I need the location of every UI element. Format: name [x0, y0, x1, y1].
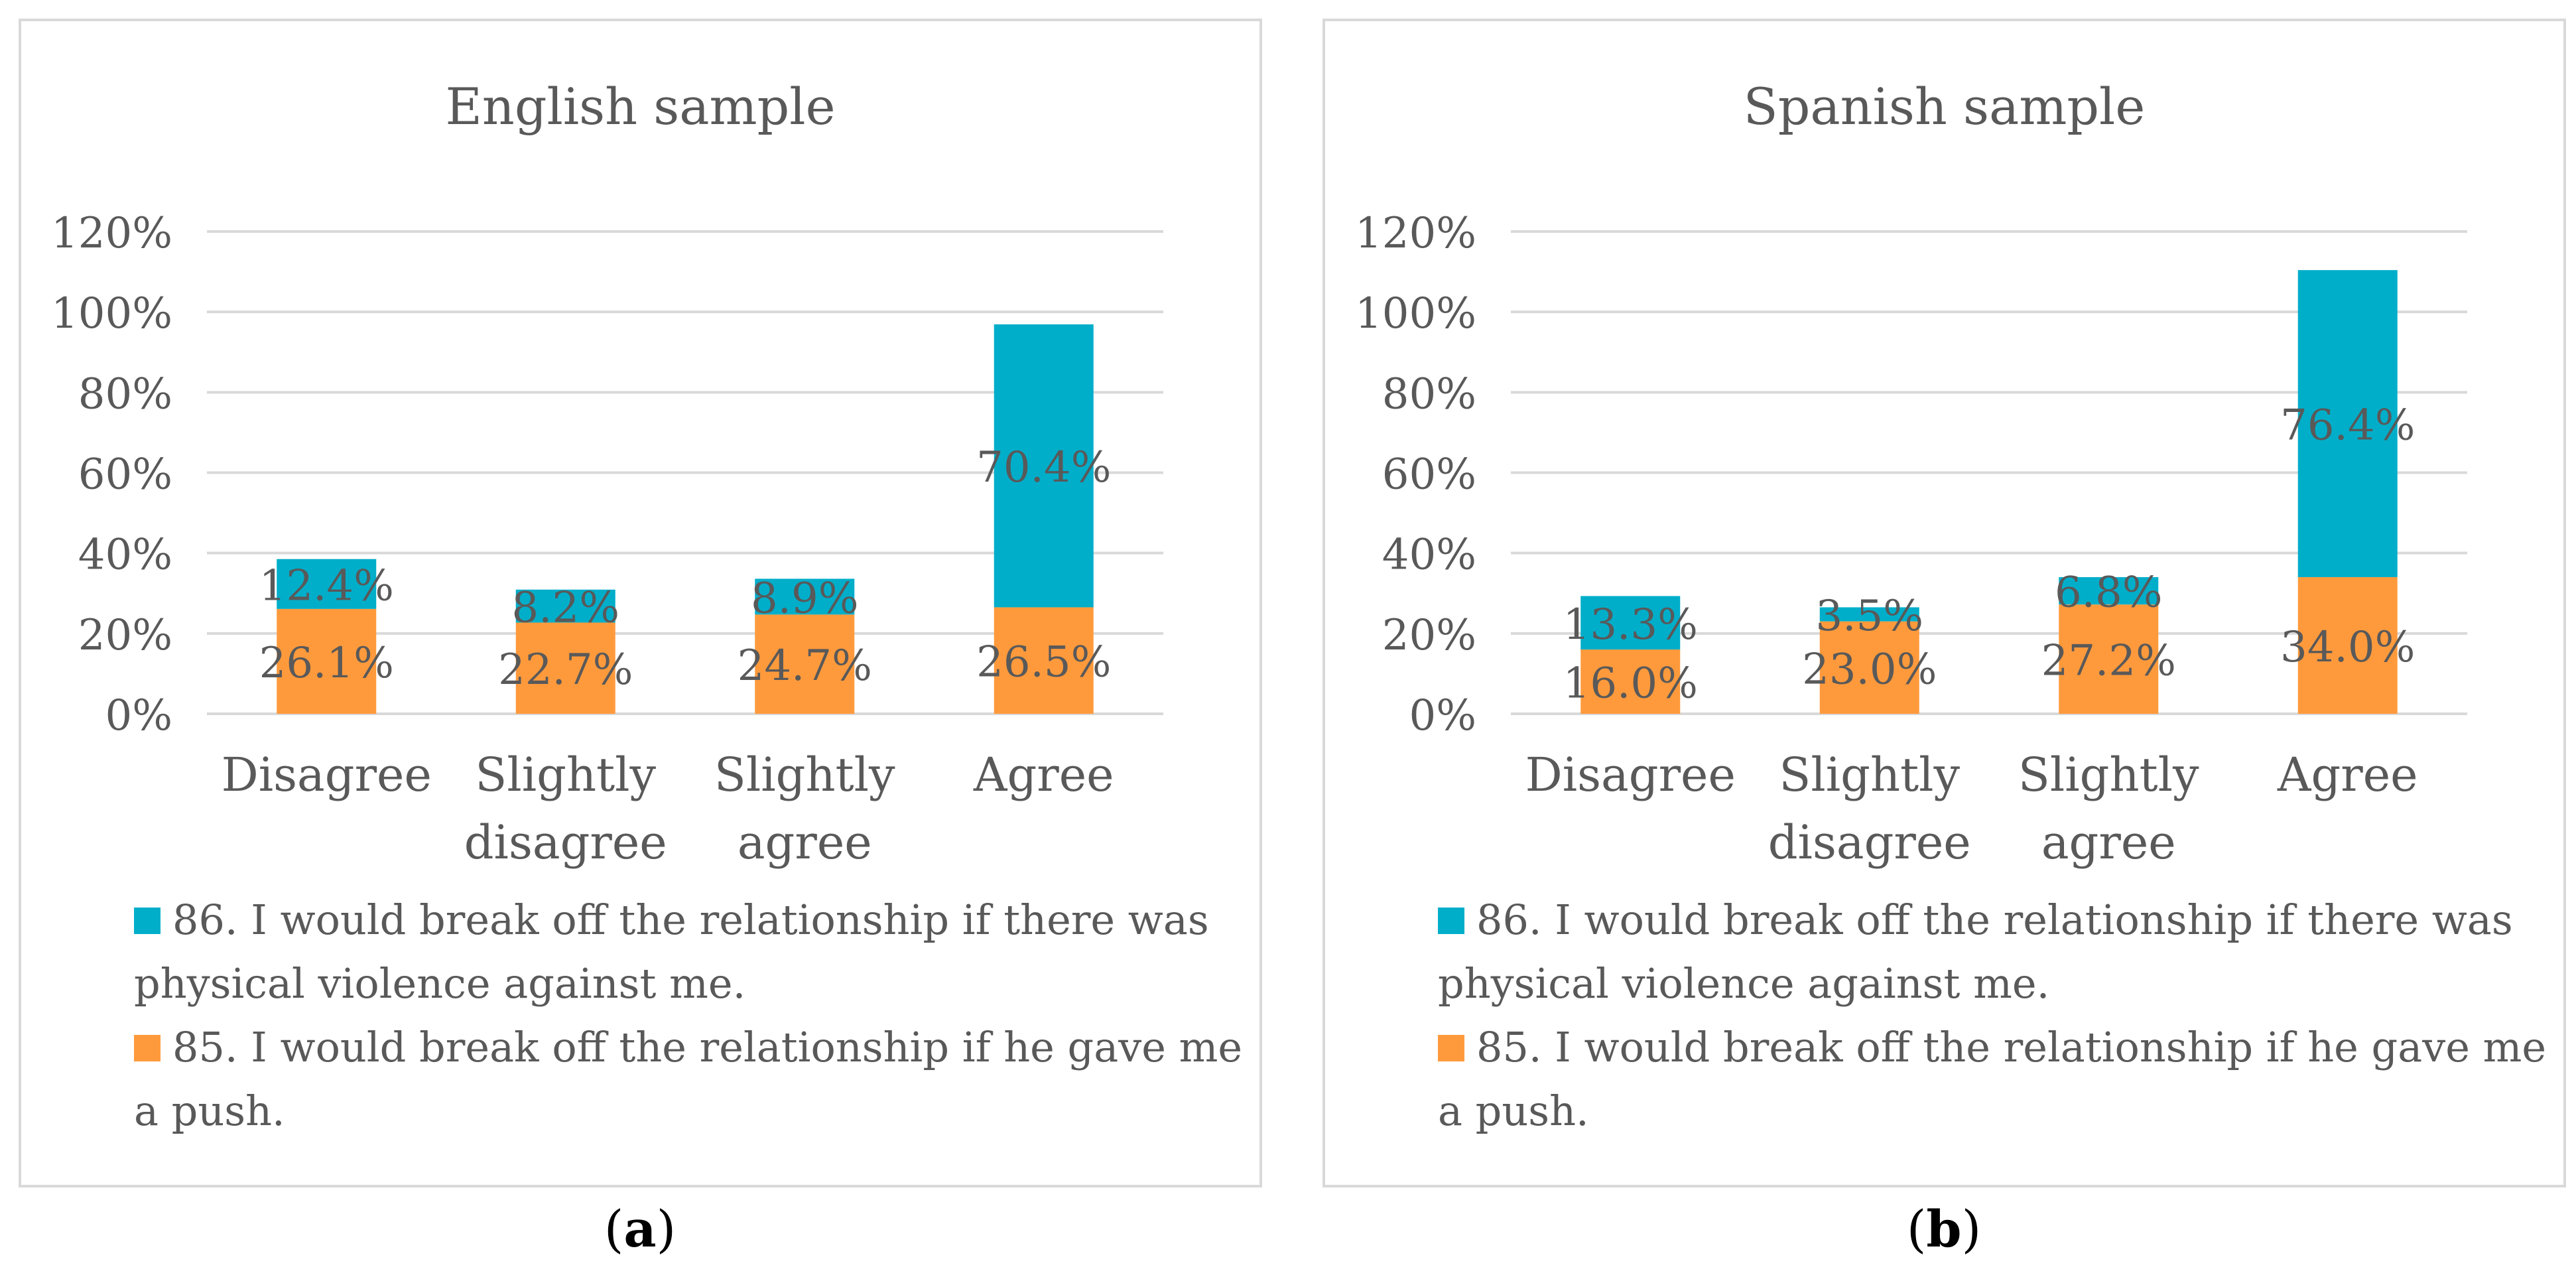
bar-segment	[277, 608, 377, 714]
x-tick-label: agree	[738, 815, 872, 870]
caption-b: (b)	[1906, 1199, 1982, 1258]
data-label: 70.4%	[976, 443, 1111, 492]
legend-swatch	[1438, 908, 1464, 934]
bar-segment	[277, 559, 377, 609]
x-tick-label: Slightly	[1779, 748, 1960, 802]
legend-label: 86. I would break off the relationship i…	[172, 896, 1209, 944]
legend-label: 85. I would break off the relationship i…	[172, 1023, 1242, 1071]
x-tick-label: Disagree	[222, 748, 432, 802]
y-tick-label: 80%	[78, 370, 172, 419]
y-tick-label: 0%	[105, 691, 172, 740]
chart-title: Spanish sample	[1744, 77, 2146, 136]
legend-label: a push.	[134, 1087, 285, 1135]
y-tick-label: 80%	[1382, 370, 1476, 419]
legend-label: a push.	[1438, 1087, 1589, 1135]
x-tick-label: agree	[2041, 815, 2176, 870]
y-tick-label: 60%	[1382, 450, 1476, 500]
data-label: 12.4%	[259, 561, 394, 610]
y-tick-label: 120%	[51, 209, 172, 258]
bar-segment	[2297, 577, 2398, 714]
y-tick-label: 20%	[78, 611, 172, 660]
bar-segment	[1580, 649, 1681, 714]
data-label: 3.5%	[1815, 592, 1923, 641]
bar-segment	[755, 578, 855, 615]
bar-segment	[2059, 577, 2159, 605]
chart-panel-english: English sample 0% 20% 40% 60% 80% 100% 120% 26.1…	[19, 19, 1262, 1187]
x-tick-label: Agree	[2277, 748, 2418, 802]
data-label: 22.7%	[498, 645, 633, 695]
y-tick-label: 100%	[1355, 289, 1476, 338]
chart-spanish-sample: Spanish sample 0% 20% 40% 60% 80% 100% 120% 16.0…	[1355, 77, 2546, 1135]
y-tick-label: 0%	[1409, 691, 1476, 740]
x-tick-label: Agree	[973, 748, 1114, 802]
data-label: 8.2%	[511, 584, 619, 633]
x-tick-label: Slightly	[475, 748, 656, 802]
legend-swatch	[134, 1035, 161, 1061]
y-tick-label: 120%	[1355, 209, 1476, 258]
legend-label: physical violence against me.	[1438, 959, 2049, 1008]
bar-segment	[1819, 607, 1919, 622]
bar-segment	[515, 589, 615, 623]
chart-panel-spanish: Spanish sample 0% 20% 40% 60% 80% 100% 120% 16.0…	[1322, 19, 2566, 1187]
y-tick-label: 20%	[1382, 611, 1476, 660]
y-tick-label: 40%	[78, 531, 172, 580]
legend-label: physical violence against me.	[134, 959, 745, 1008]
data-label: 24.7%	[738, 641, 872, 691]
data-label: 13.3%	[1563, 600, 1698, 649]
x-tick-label: disagree	[1768, 815, 1971, 870]
legend-label: 85. I would break off the relationship i…	[1476, 1023, 2546, 1071]
data-label: 27.2%	[2041, 637, 2176, 686]
data-label: 76.4%	[2280, 401, 2415, 450]
bar-segment	[994, 324, 1094, 608]
chart-english-sample: English sample 0% 20% 40% 60% 80% 100% 120% 26.1…	[51, 77, 1242, 1135]
x-tick-label: Slightly	[2018, 748, 2199, 802]
legend-swatch	[134, 908, 161, 934]
y-tick-label: 60%	[78, 450, 172, 500]
bar-segment	[1580, 596, 1681, 650]
chart-title: English sample	[445, 77, 835, 136]
legend-swatch	[1438, 1035, 1464, 1061]
data-label: 6.8%	[2055, 569, 2163, 618]
y-tick-label: 100%	[51, 289, 172, 338]
y-tick-label: 40%	[1382, 531, 1476, 580]
bar-segment	[515, 622, 615, 714]
bar-segment	[2297, 270, 2398, 578]
bar-segment	[994, 607, 1094, 714]
data-label: 26.1%	[259, 639, 394, 688]
bar-segment	[2059, 604, 2159, 714]
bar-segment	[1819, 621, 1919, 714]
data-label: 34.0%	[2280, 623, 2415, 672]
x-tick-label: Slightly	[714, 748, 895, 802]
data-label: 23.0%	[1802, 645, 1937, 694]
legend-label: 86. I would break off the relationship i…	[1476, 896, 2513, 944]
data-label: 16.0%	[1563, 659, 1698, 708]
data-label: 8.9%	[751, 574, 859, 623]
caption-a: (a)	[604, 1199, 676, 1258]
data-label: 26.5%	[976, 638, 1111, 687]
x-tick-label: Disagree	[1525, 748, 1736, 802]
bar-segment	[755, 614, 855, 714]
x-tick-label: disagree	[464, 815, 667, 870]
